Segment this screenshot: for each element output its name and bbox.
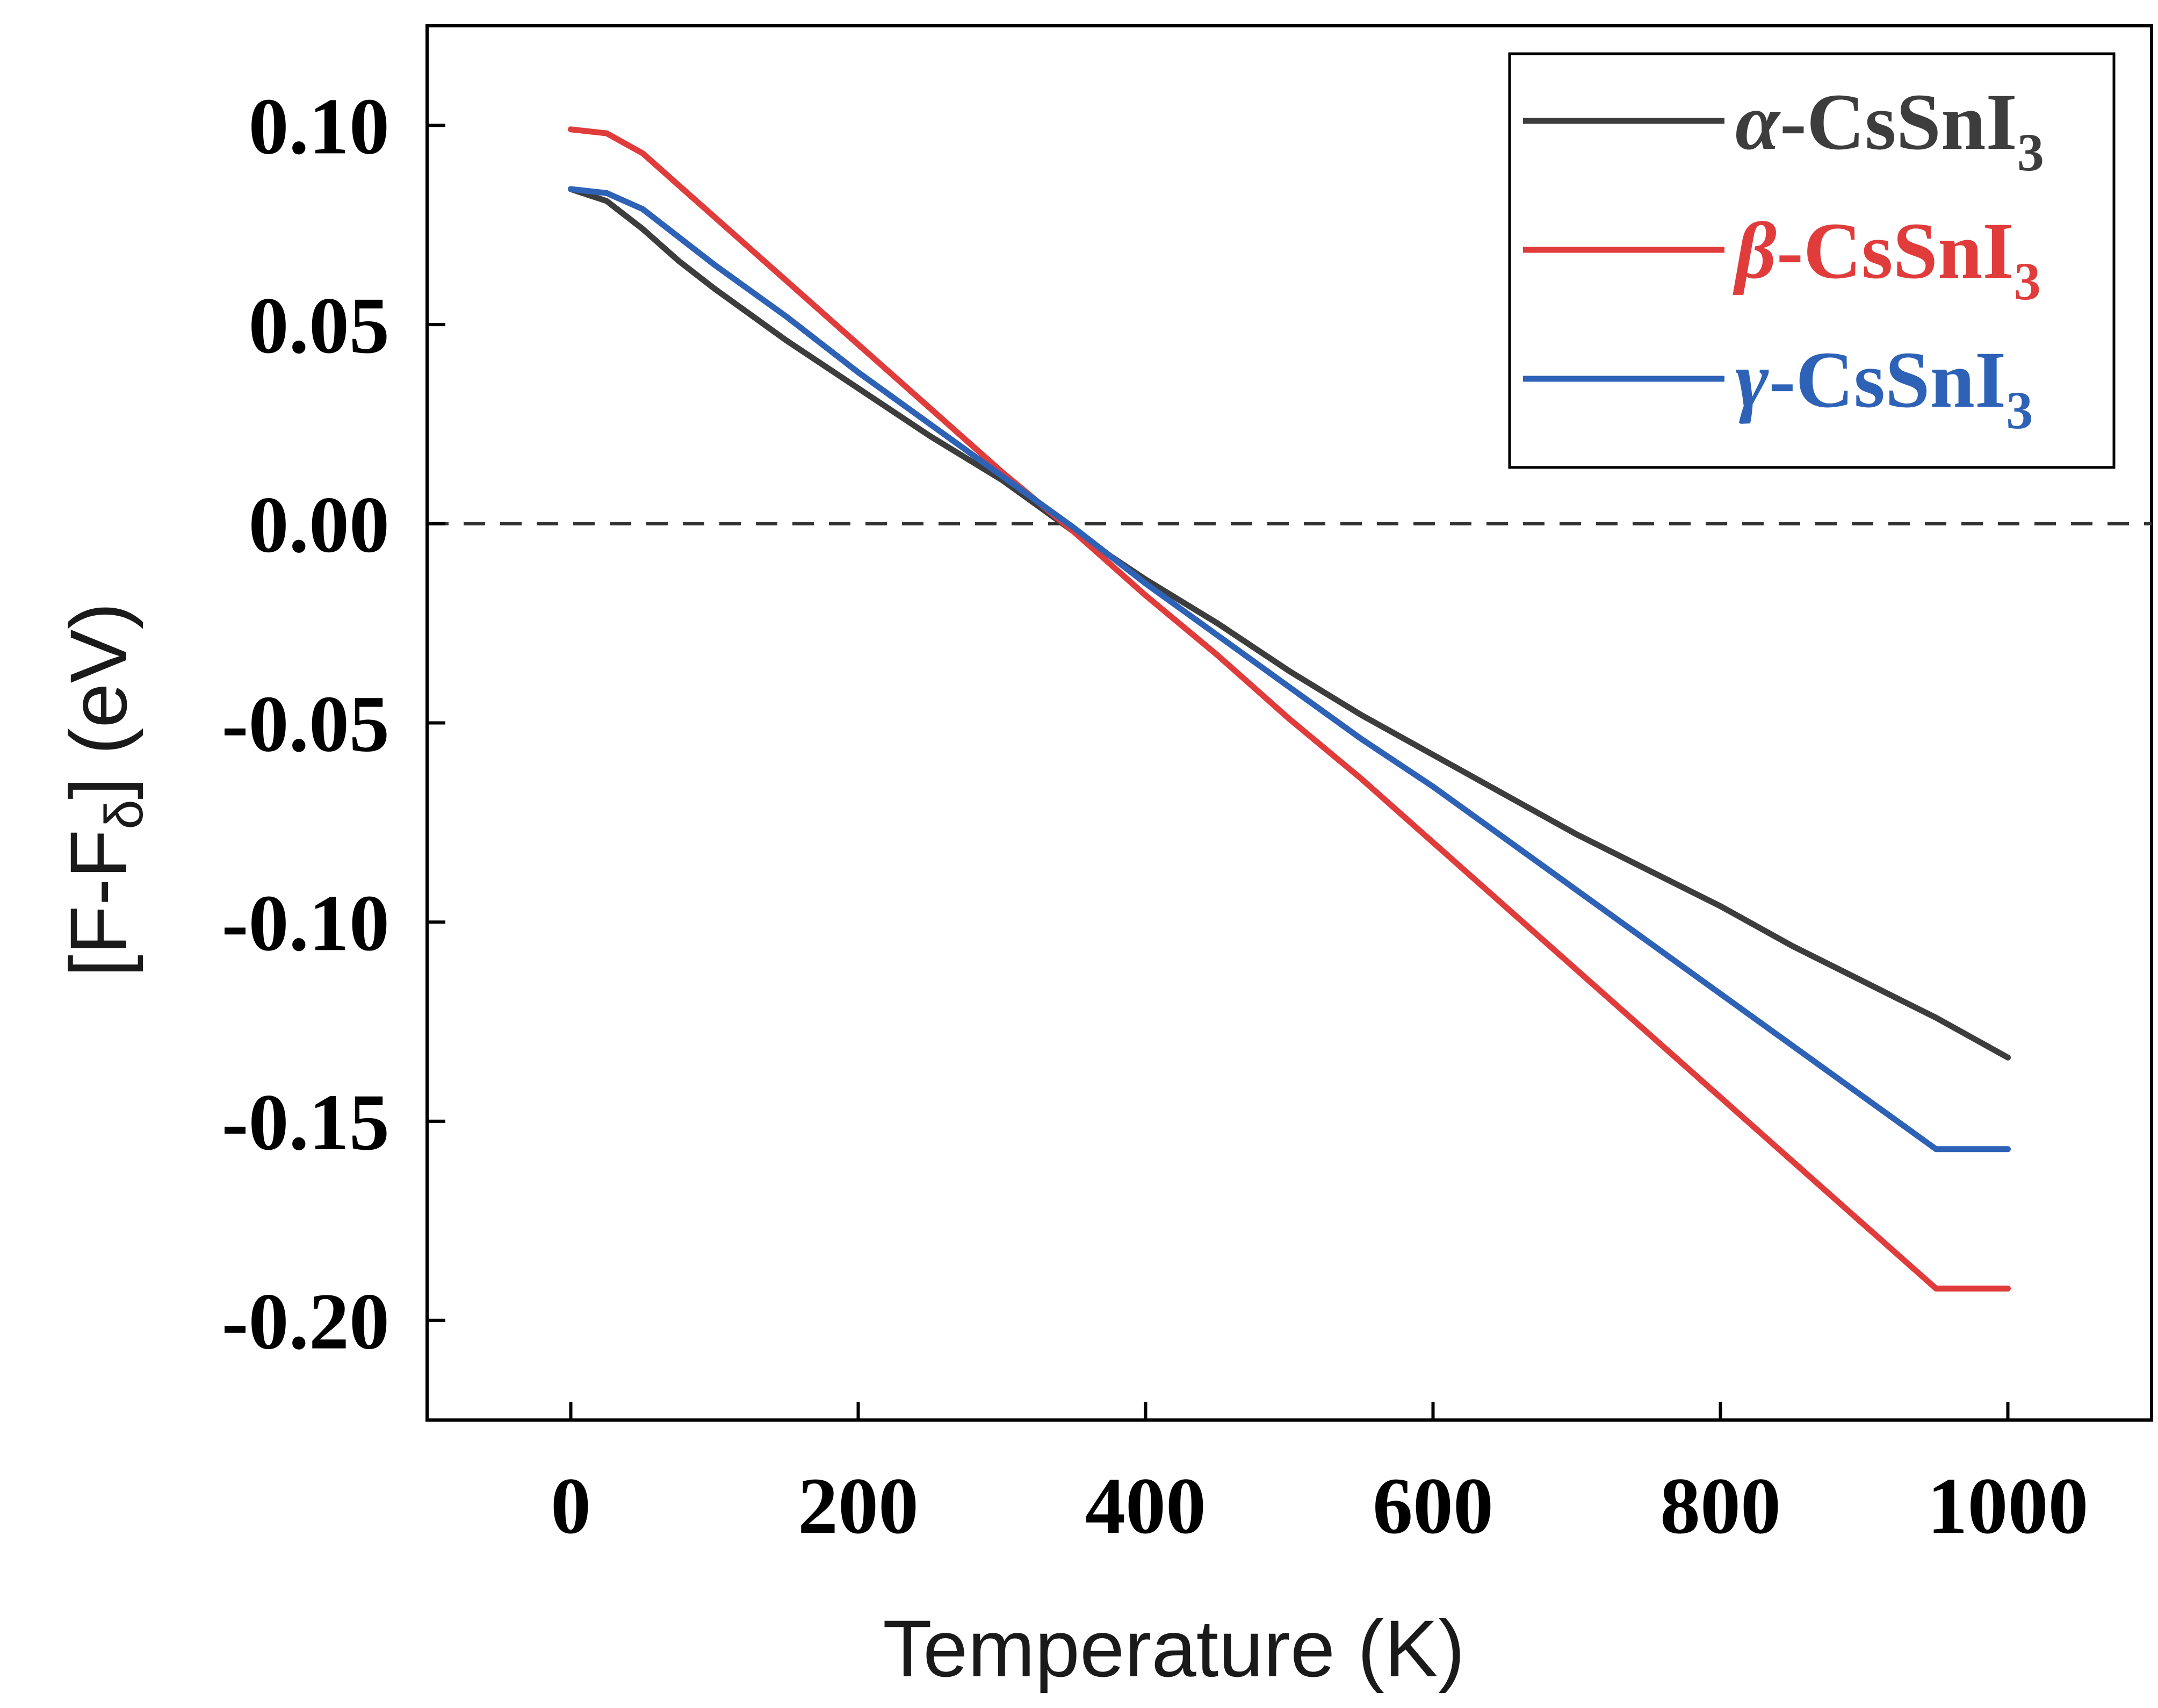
- x-axis-title: Temperature (K): [883, 1603, 1465, 1693]
- y-tick-label: -0.05: [222, 680, 389, 769]
- x-tick-label: 0: [551, 1461, 591, 1551]
- y-tick-label: -0.20: [222, 1277, 389, 1366]
- y-axis-title-subscript: δ: [94, 799, 154, 830]
- x-axis-ticks: 0 200 400 600 800 1000: [551, 1402, 2089, 1551]
- y-axis-title-main: [F-F: [53, 830, 143, 977]
- x-tick-label: 200: [798, 1461, 919, 1551]
- y-tick-label: -0.15: [222, 1078, 389, 1167]
- legend-label-0: α-CsSnI3: [1735, 77, 2044, 182]
- y-tick-label: 0.10: [249, 82, 390, 171]
- legend: α-CsSnI3 β-CsSnI3 γ-CsSnI3: [1508, 52, 2116, 469]
- series-line-2: [568, 186, 2011, 1152]
- legend-label-2: γ-CsSnI3: [1735, 335, 2033, 440]
- series-line-0: [568, 186, 2011, 1061]
- x-tick-label: 600: [1373, 1461, 1493, 1551]
- y-axis-title: [F-Fδ] (eV): [53, 602, 154, 977]
- y-tick-label: -0.10: [222, 878, 389, 968]
- series-line-1: [568, 126, 2011, 1292]
- x-tick-label: 400: [1085, 1461, 1206, 1551]
- y-tick-label: 0.05: [249, 281, 390, 370]
- y-axis-ticks: 0.10 0.05 0.00 -0.05 -0.10 -0.15 -0.20: [222, 82, 445, 1366]
- x-tick-label: 800: [1660, 1461, 1781, 1551]
- series-layer: [568, 126, 2011, 1292]
- y-tick-label: 0.00: [249, 480, 390, 570]
- legend-label-1: β-CsSnI3: [1733, 206, 2041, 311]
- x-tick-label: 1000: [1928, 1461, 2089, 1551]
- y-axis-title-tail: ] (eV): [53, 602, 143, 799]
